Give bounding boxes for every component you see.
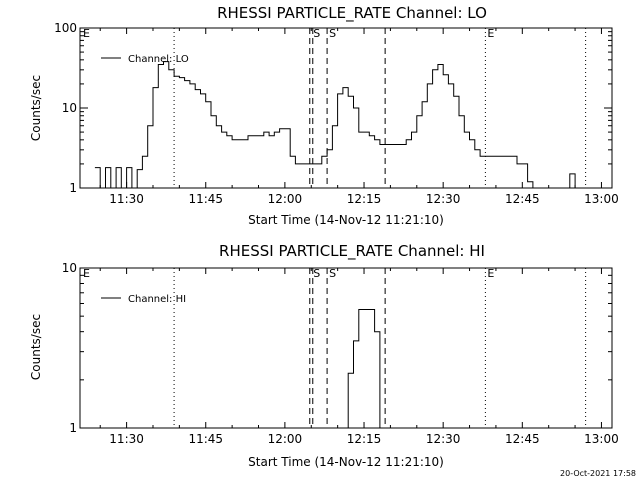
lo-series-layer [94,61,581,189]
hi-legend-label: Channel: HI [128,294,186,305]
lo-legend-label: Channel: LO [128,54,189,65]
lo-event-label: S [313,27,320,40]
hi-x-tick-label: 11:45 [188,432,223,446]
lo-x-tick-label: 12:15 [347,192,382,206]
lo-event-label: E [83,27,90,40]
hi-x-tick-label: 12:45 [505,432,540,446]
lo-event-label: S [329,27,336,40]
lo-event-label: E [487,27,494,40]
hi-x-axis-label: Start Time (14-Nov-12 11:21:10) [248,455,444,469]
lo-chart-title: RHESSI PARTICLE_RATE Channel: LO [217,4,487,23]
lo-y-axis-label: Counts/sec [29,75,43,141]
hi-chart-title: RHESSI PARTICLE_RATE Channel: HI [219,242,485,261]
lo-x-axis-label: Start Time (14-Nov-12 11:21:10) [248,213,444,227]
hi-event-label: S [313,267,320,280]
hi-x-tick-label: 12:30 [426,432,461,446]
hi-x-tick-label: 13:00 [584,432,619,446]
hi-x-tick-label: 12:00 [268,432,303,446]
hi-tick-layer: 11:30 11:45 12:00 12:15 12:30 12:45 13:00 1 10 [62,261,619,446]
lo-x-tick-label: 12:30 [426,192,461,206]
hi-channel-panel: RHESSI PARTICLE_RATE Channel: HI Counts/… [29,242,619,469]
hi-x-tick-label: 11:30 [109,432,144,446]
lo-legend: Channel: LO [101,54,189,65]
hi-event-label: E [487,267,494,280]
lo-channel-panel: RHESSI PARTICLE_RATE Channel: LO Counts/… [29,4,619,227]
hi-y-tick-label: 10 [62,261,77,275]
hi-plot-frame [79,267,613,429]
lo-series-line [94,61,581,189]
lo-tick-layer: 11:30 11:45 12:00 12:15 12:30 12:45 13:00 1 10 10… [54,21,619,206]
hi-event-label: E [83,267,90,280]
hi-y-axis-label: Counts/sec [29,314,43,380]
lo-x-tick-label: 11:45 [188,192,223,206]
hi-x-tick-label: 12:15 [347,432,382,446]
footer-timestamp: 20-Oct-2021 17:58 [560,469,636,478]
hi-series-line [342,309,386,429]
lo-y-tick-label: 1 [69,181,77,195]
lo-y-tick-label: 100 [54,21,77,35]
lo-x-tick-label: 11:30 [109,192,144,206]
hi-series-layer [342,309,386,429]
hi-y-tick-label: 1 [69,421,77,435]
lo-x-tick-label: 13:00 [584,192,619,206]
hi-legend: Channel: HI [101,294,186,305]
hi-event-label: S [329,267,336,280]
lo-x-tick-label: 12:00 [268,192,303,206]
lo-x-tick-label: 12:45 [505,192,540,206]
lo-plot-frame [79,27,613,189]
lo-y-tick-label: 10 [62,101,77,115]
